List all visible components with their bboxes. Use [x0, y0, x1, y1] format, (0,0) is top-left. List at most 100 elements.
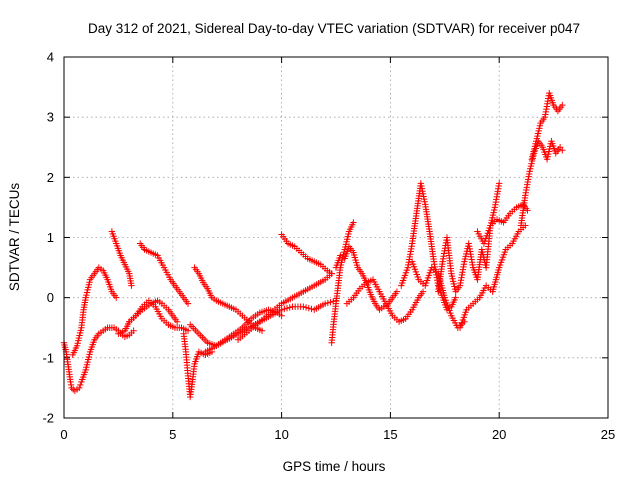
point-trail: [83, 278, 93, 299]
point-trail: [453, 284, 462, 293]
point-trail: [206, 340, 218, 349]
point-trail: [177, 290, 186, 299]
point-trail: [80, 296, 89, 311]
point-trail: [269, 307, 283, 318]
series-track-p: [398, 180, 459, 313]
series-track-v: [528, 89, 566, 163]
point-trail: [472, 296, 481, 305]
point-trail: [110, 290, 118, 299]
point-trail: [449, 296, 458, 308]
point-trail: [442, 297, 454, 317]
chart-title: Day 312 of 2021, Sidereal Day-to-day VTE…: [88, 21, 580, 36]
point-trail: [83, 351, 93, 371]
point-trail: [551, 103, 560, 113]
point-trail: [254, 325, 264, 333]
point-trail: [300, 251, 309, 260]
point-trail: [518, 194, 529, 227]
x-axis-title: GPS time / hours: [283, 459, 386, 474]
point-trail: [70, 344, 80, 356]
point-trail: [504, 242, 514, 251]
series-track-m: [328, 219, 357, 346]
series-track-g: [180, 330, 216, 401]
data-point: [419, 288, 427, 295]
point-trail: [517, 224, 527, 233]
point-trail: [166, 308, 175, 317]
point-trail: [346, 221, 356, 233]
point-trail: [215, 337, 229, 348]
point-trail: [509, 206, 518, 215]
series-track-d: [115, 297, 181, 337]
point-trail: [155, 254, 166, 269]
point-trail: [280, 295, 294, 306]
point-trail: [258, 311, 272, 324]
point-trail: [333, 254, 343, 269]
data-point: [321, 300, 329, 307]
point-trail: [181, 296, 190, 305]
point-trail: [490, 266, 502, 293]
point-trail: [302, 283, 316, 294]
point-trail: [215, 298, 224, 306]
point-trail: [422, 203, 433, 233]
x-tick-label-2: 10: [274, 427, 288, 442]
y-axis-title: SDTVAR / TECUs: [7, 183, 22, 292]
point-trail: [141, 299, 150, 308]
point-trail: [373, 302, 382, 311]
data-point: [184, 327, 192, 334]
point-trail: [147, 299, 157, 308]
point-trail: [160, 317, 170, 326]
point-trail: [204, 343, 218, 354]
x-tick-label-4: 20: [492, 427, 506, 442]
point-trail: [180, 333, 189, 353]
point-trail: [118, 254, 128, 266]
point-trail: [533, 122, 544, 142]
point-trail: [398, 316, 407, 324]
y-tick-label-3: 1: [47, 230, 54, 245]
point-trail: [465, 302, 475, 311]
series-track-k: [234, 270, 335, 343]
point-trail: [328, 321, 337, 344]
data-point: [496, 180, 503, 187]
point-trail: [371, 278, 382, 293]
data-point: [452, 294, 459, 301]
point-trail: [515, 202, 525, 210]
point-trail: [313, 301, 327, 312]
data-point: [128, 282, 135, 289]
point-trail: [74, 327, 84, 347]
point-trail: [313, 277, 327, 288]
point-trail: [435, 260, 446, 293]
point-trail: [167, 322, 176, 330]
point-trail: [287, 241, 296, 249]
point-trail: [143, 247, 153, 255]
series-track-o: [343, 276, 427, 325]
data-point: [278, 306, 285, 313]
point-trail: [496, 248, 508, 269]
point-trail: [122, 263, 132, 275]
point-trail: [221, 301, 231, 309]
point-trail: [291, 289, 305, 300]
point-trail: [63, 351, 72, 368]
point-trail: [418, 182, 428, 205]
point-trail: [365, 277, 375, 285]
point-trail: [313, 259, 322, 267]
point-trail: [448, 272, 459, 293]
point-trail: [319, 263, 329, 272]
point-trail: [350, 251, 361, 269]
point-trail: [280, 233, 290, 245]
point-trail: [485, 284, 494, 293]
point-trail: [409, 260, 421, 281]
point-trail: [237, 325, 250, 336]
point-trail: [351, 287, 362, 299]
point-trail: [79, 369, 89, 383]
series-track-h: [191, 264, 266, 334]
point-trail: [416, 290, 425, 299]
point-trail: [384, 302, 395, 317]
point-trail: [128, 314, 137, 323]
data-point: [67, 378, 74, 386]
point-trail: [134, 305, 144, 317]
point-trail: [404, 308, 414, 320]
data-point: [258, 327, 266, 334]
grid: [64, 57, 608, 418]
data-point: [350, 219, 357, 226]
point-trail: [556, 103, 565, 113]
point-trail: [377, 290, 388, 305]
